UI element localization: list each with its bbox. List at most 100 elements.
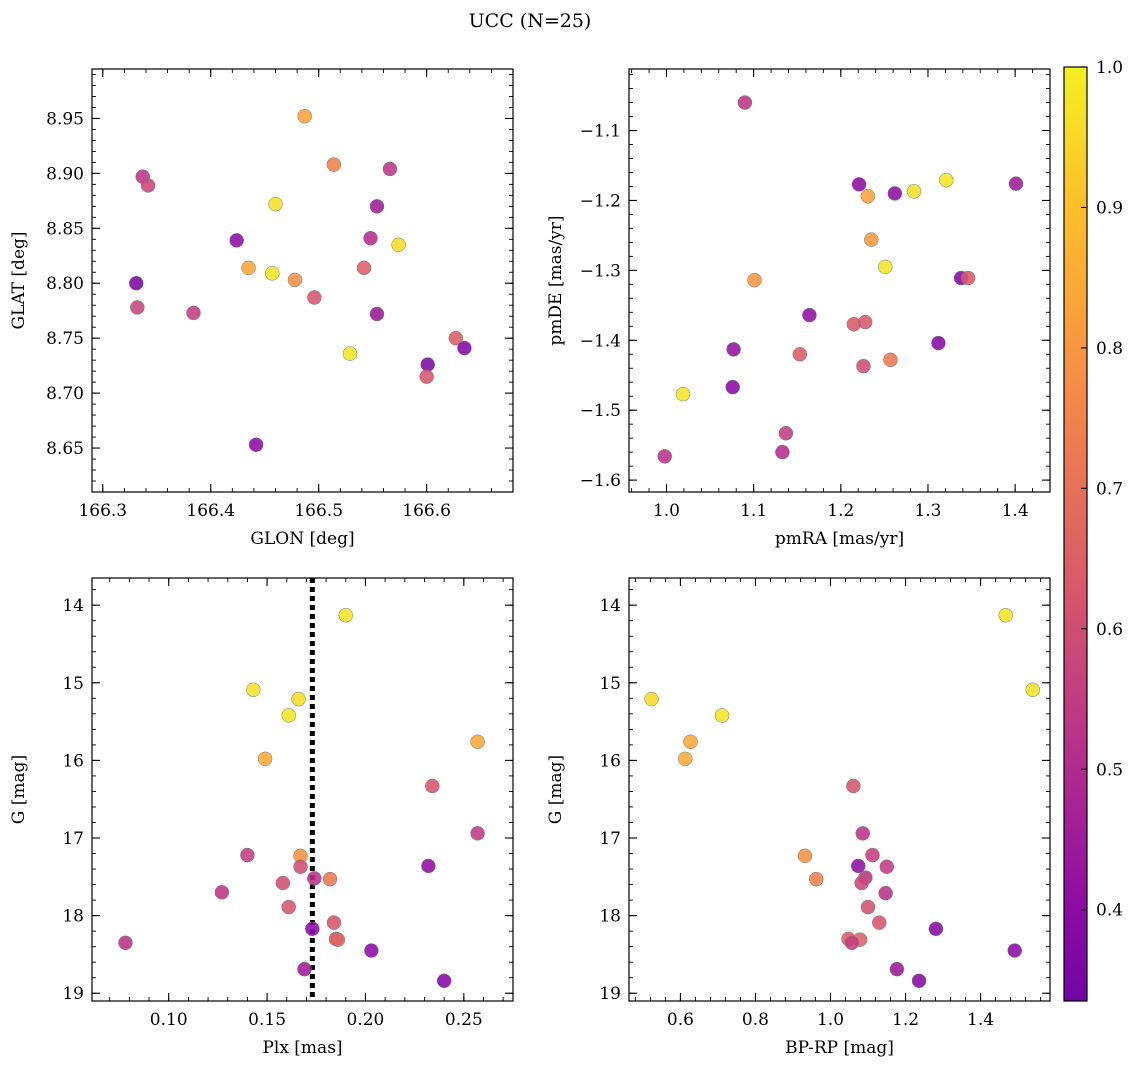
x-tick-label: 1.4 xyxy=(1002,501,1029,521)
scatter-point xyxy=(307,290,322,305)
y-tick-label: 14 xyxy=(599,596,621,616)
scatter-point xyxy=(792,347,808,362)
y-tick-label: 14 xyxy=(62,596,84,616)
x-tick-label: 0.15 xyxy=(248,1010,286,1030)
scatter-point xyxy=(856,358,871,374)
scatter-point xyxy=(281,899,296,915)
scatter-point xyxy=(330,932,346,947)
scatter-point xyxy=(382,161,398,177)
scatter-point xyxy=(928,921,944,937)
y-tick-label: 18 xyxy=(599,907,621,927)
scatter-point xyxy=(186,305,201,321)
scatter-point xyxy=(342,346,358,361)
scatter-point xyxy=(265,266,280,281)
scatter-point xyxy=(725,379,740,395)
scatter-point xyxy=(322,871,338,887)
scatter-point xyxy=(129,275,144,291)
x-axis-label: Plx [mas] xyxy=(262,1038,342,1058)
scatter-points xyxy=(657,95,1024,464)
x-axis-label: GLON [deg] xyxy=(250,529,354,549)
scatter-point xyxy=(808,871,824,887)
x-tick-label: 1.0 xyxy=(653,501,680,521)
scatter-point xyxy=(470,734,485,750)
y-tick-label: −1.3 xyxy=(580,261,621,281)
scatter-point xyxy=(644,691,659,707)
scatter-point xyxy=(778,426,794,441)
scatter-point xyxy=(246,682,261,698)
scatter-point xyxy=(883,352,898,368)
scatter-point xyxy=(855,826,871,841)
scatter-point xyxy=(1025,682,1040,698)
scatter-point xyxy=(797,848,813,864)
colorbar-tick-label: 0.8 xyxy=(1096,339,1123,359)
scatter-point xyxy=(878,259,893,275)
y-tick-label: 19 xyxy=(599,984,621,1004)
scatter-point xyxy=(960,270,976,286)
scatter-point xyxy=(248,437,264,453)
y-tick-label: 8.65 xyxy=(46,439,84,459)
scatter-point xyxy=(802,307,817,323)
y-tick-label: 8.75 xyxy=(46,329,84,349)
scatter-point xyxy=(421,858,436,874)
x-tick-label: 0.20 xyxy=(347,1010,385,1030)
scatter-point xyxy=(737,95,753,110)
colorbar-tick-label: 0.6 xyxy=(1096,620,1123,640)
plot-frame xyxy=(91,577,514,1002)
scatter-point xyxy=(275,875,291,891)
scatter-point xyxy=(931,335,946,351)
scatter-point xyxy=(887,186,903,201)
figure-title: UCC (N=25) xyxy=(469,10,592,32)
scatter-point xyxy=(420,357,435,372)
scatter-point xyxy=(297,108,312,124)
y-tick-label: 15 xyxy=(62,674,84,694)
x-tick-label: 166.6 xyxy=(402,501,451,521)
x-tick-label: 1.1 xyxy=(740,501,767,521)
scatter-point xyxy=(241,260,256,276)
y-tick-label: 17 xyxy=(62,829,84,849)
x-tick-label: 1.2 xyxy=(827,501,854,521)
scatter-point xyxy=(844,935,860,951)
scatter-point xyxy=(419,369,434,384)
scatter-points xyxy=(118,608,485,989)
x-tick-label: 1.2 xyxy=(892,1010,919,1030)
colorbar-tick-label: 0.4 xyxy=(1096,901,1123,921)
scatter-point xyxy=(307,871,322,886)
scatter-point xyxy=(775,444,790,460)
y-tick-label: 16 xyxy=(62,751,84,771)
x-tick-label: 166.4 xyxy=(186,501,235,521)
scatter-point xyxy=(425,778,440,794)
colorbar: 0.4 0.5 0.6 0.7 0.8 0.9 1.0 xyxy=(1063,58,1123,1002)
scatter-point xyxy=(297,961,312,977)
colorbar-tick-label: 0.5 xyxy=(1096,760,1123,780)
scatter-point xyxy=(939,172,954,188)
scatter-point xyxy=(229,233,244,248)
panel-plx: 0.10 0.15 0.20 0.25 14 15 16 17 18 19 Plx [mas] G [… xyxy=(9,577,514,1058)
plot-frame xyxy=(628,577,1051,1002)
scatter-point xyxy=(293,859,308,874)
scatter-point xyxy=(851,858,866,874)
scatter-point xyxy=(281,708,296,723)
scatter-point xyxy=(846,778,861,794)
y-tick-label: 8.70 xyxy=(46,384,84,404)
x-axis-label: BP-RP [mag] xyxy=(785,1038,894,1058)
plot-frame xyxy=(91,68,514,493)
y-axis-label: G [mag] xyxy=(546,755,566,824)
scatter-point xyxy=(860,899,876,915)
scatter-point xyxy=(854,875,869,891)
scatter-point xyxy=(470,826,485,841)
scatter-points xyxy=(644,608,1040,989)
scatter-point xyxy=(369,199,385,214)
y-tick-label: 17 xyxy=(599,829,621,849)
scatter-point xyxy=(726,342,741,357)
scatter-point xyxy=(391,237,406,253)
colorbar-gradient xyxy=(1063,66,1088,1002)
plot-frame xyxy=(628,68,1051,493)
scatter-points xyxy=(129,108,472,453)
x-tick-label: 0.25 xyxy=(445,1010,483,1030)
scatter-point xyxy=(436,973,452,989)
y-axis-label: G [mag] xyxy=(9,755,29,824)
x-tick-label: 0.8 xyxy=(742,1010,769,1030)
x-tick-label: 166.5 xyxy=(294,501,343,521)
scatter-point xyxy=(240,847,255,863)
scatter-point xyxy=(1007,943,1022,958)
